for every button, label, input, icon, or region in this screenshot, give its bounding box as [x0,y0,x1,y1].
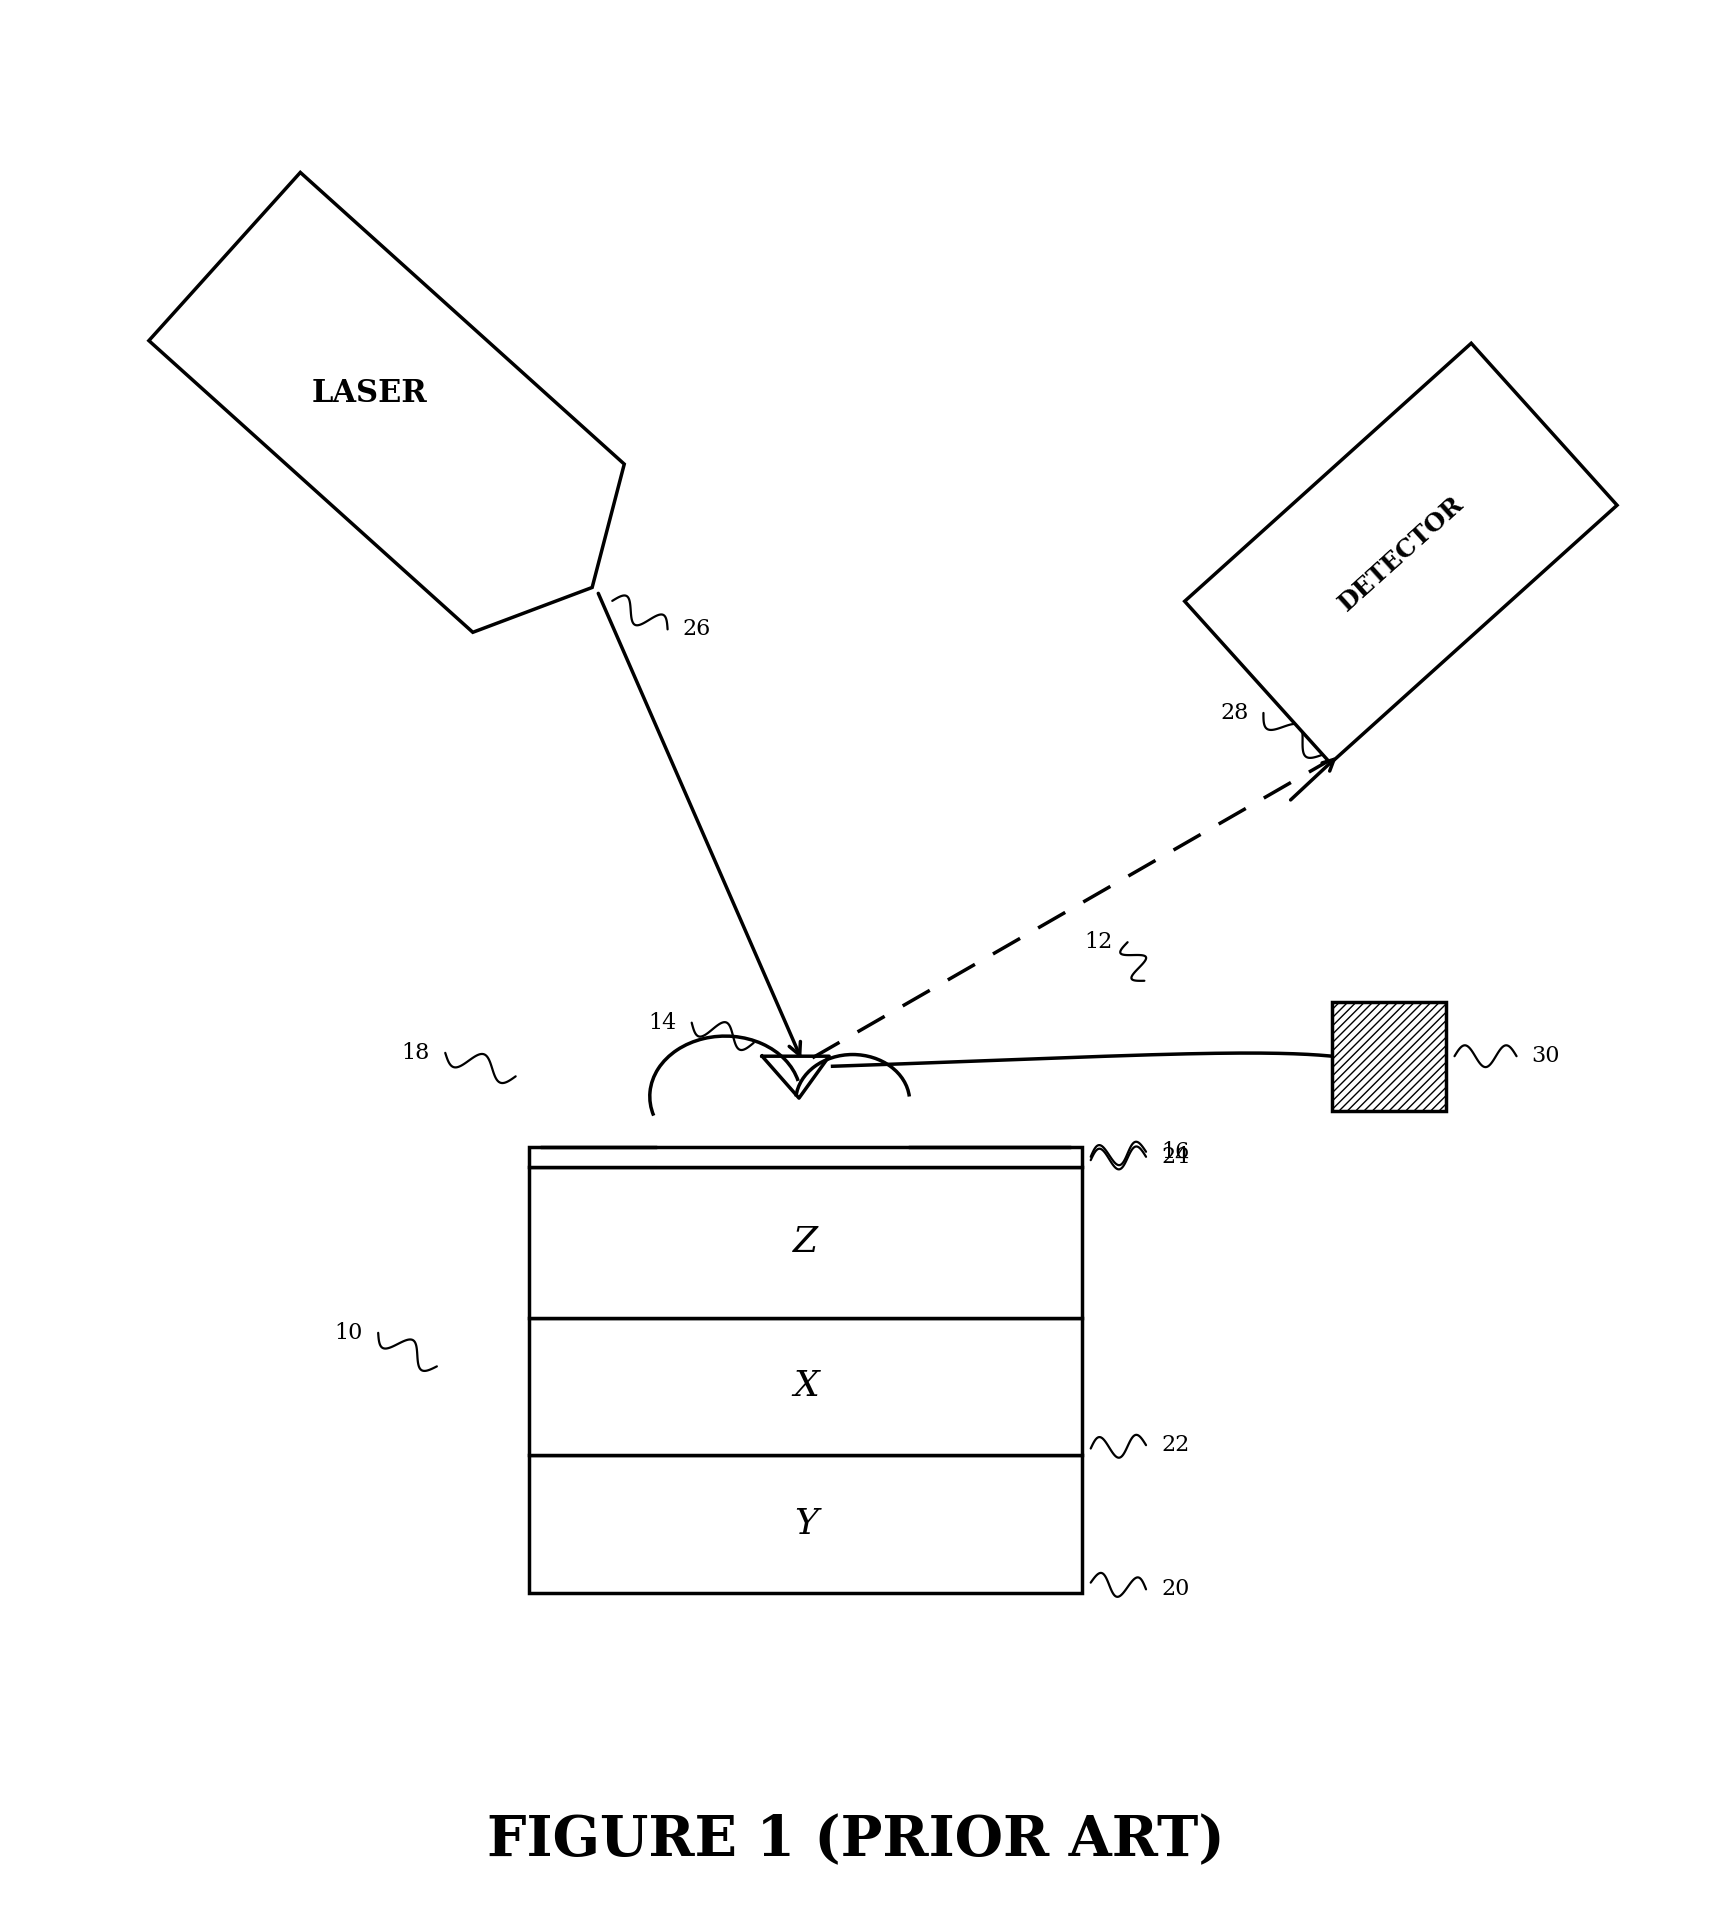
Text: 12: 12 [1084,931,1113,952]
Bar [529,1317,1082,1456]
Bar [529,1456,1082,1593]
Bar [1332,1003,1447,1111]
Text: 24: 24 [1161,1145,1190,1168]
Text: LASER: LASER [312,378,428,409]
Text: 10: 10 [336,1323,363,1344]
Text: 20: 20 [1161,1579,1190,1600]
Text: X: X [793,1369,818,1404]
Text: 22: 22 [1161,1434,1190,1456]
Text: 18: 18 [402,1041,430,1064]
Bar [529,1147,1082,1166]
Text: 14: 14 [649,1012,676,1033]
Text: DETECTOR: DETECTOR [1334,492,1467,615]
Text: FIGURE 1 (PRIOR ART): FIGURE 1 (PRIOR ART) [488,1814,1224,1868]
Text: 26: 26 [683,619,710,640]
Text: 28: 28 [1221,702,1248,723]
Polygon shape [1185,343,1618,763]
Text: 30: 30 [1532,1045,1560,1068]
Text: Y: Y [794,1508,818,1540]
Polygon shape [149,172,625,632]
Bar [529,1166,1082,1317]
Text: Z: Z [793,1226,818,1259]
Text: 16: 16 [1161,1141,1190,1163]
